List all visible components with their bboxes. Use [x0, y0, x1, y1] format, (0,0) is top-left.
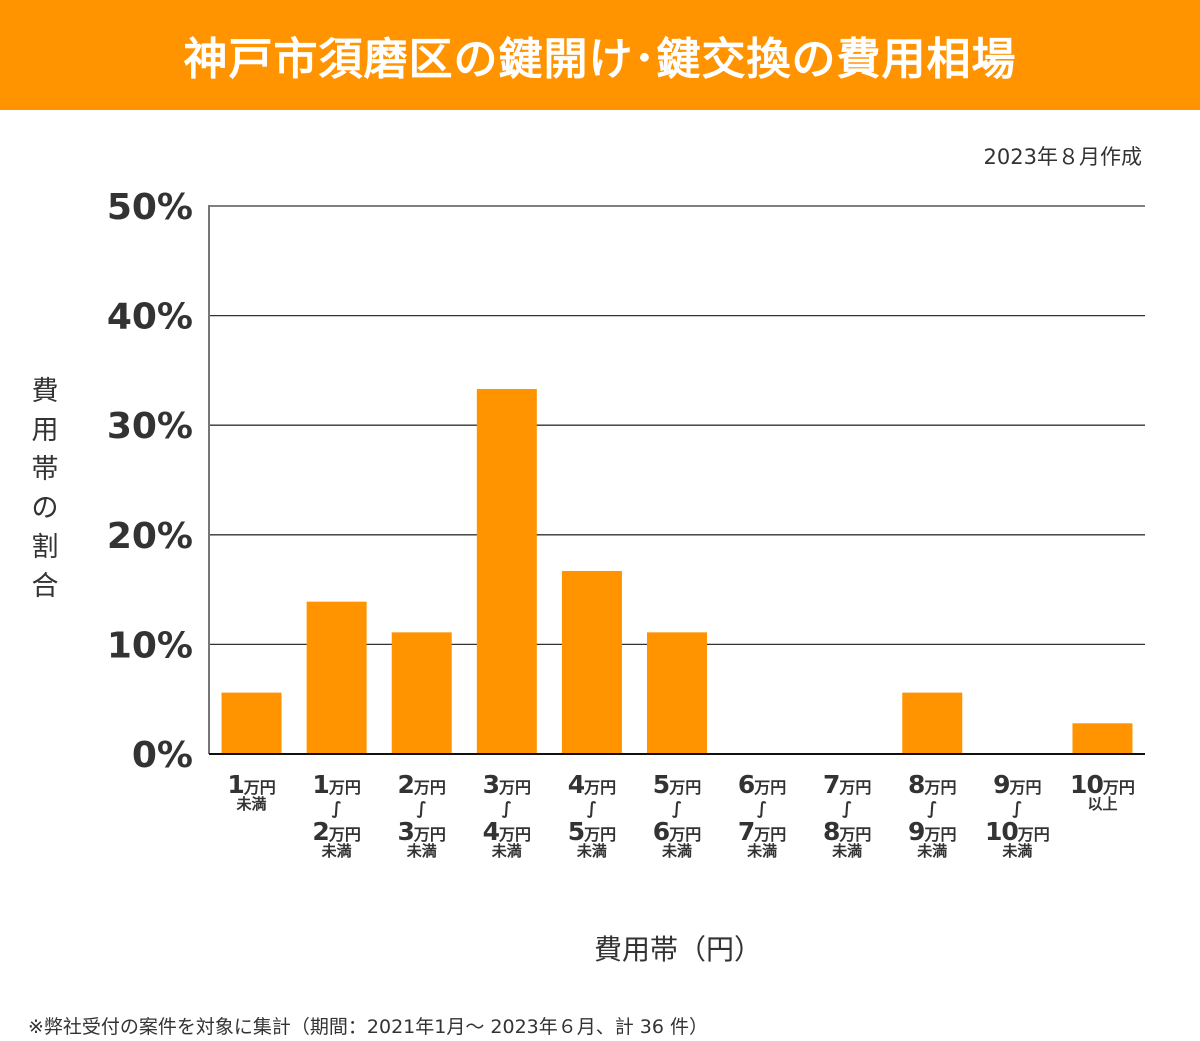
bar — [561, 570, 622, 754]
y-axis-label-char: 合 — [31, 571, 59, 602]
y-tick-label: 50% — [107, 187, 193, 228]
bar — [902, 692, 963, 754]
x-tick-label-amount: 8万円 — [908, 770, 956, 799]
x-tick-label-amount: 7万円 — [823, 770, 871, 799]
bar — [476, 389, 537, 754]
footnote: ※弊社受付の案件を対象に集計（期間：2021年1月～ 2023年６月、計 36 … — [28, 1016, 709, 1038]
y-tick-label: 30% — [107, 406, 193, 447]
x-tick-label-amount: 6万円 — [653, 817, 701, 846]
x-tick-label-qualifier: 未満 — [1001, 842, 1032, 860]
gridlines — [209, 205, 1145, 646]
axes — [208, 205, 1145, 755]
bar — [391, 632, 452, 754]
bar — [1072, 723, 1133, 754]
x-axis-label: 費用帯（円） — [593, 933, 762, 966]
x-tick-label-range-mark: ∫ — [842, 799, 852, 819]
x-tick-label-qualifier: 未満 — [321, 842, 352, 860]
bar — [647, 632, 707, 754]
y-axis-label-char: 用 — [31, 415, 59, 446]
x-tick-label-amount: 1万円 — [312, 770, 360, 799]
y-axis-label-char: 割 — [31, 532, 59, 563]
bar — [221, 692, 282, 754]
x-tick-label-range-mark: ∫ — [417, 799, 427, 819]
x-tick-label-amount: 2万円 — [312, 817, 360, 846]
y-axis-label-char: 帯 — [31, 454, 59, 485]
y-tick-label: 20% — [107, 516, 193, 557]
x-tick-label-amount: 10万円 — [985, 817, 1050, 846]
x-tick-label-range-mark: ∫ — [1012, 799, 1022, 819]
bar — [306, 601, 367, 754]
x-tick-label-qualifier: 未満 — [661, 842, 692, 860]
y-tick-label: 10% — [107, 625, 193, 666]
x-tick-label-range-mark: ∫ — [672, 799, 682, 819]
y-tick-label: 40% — [107, 297, 193, 338]
y-axis-label-char: 費 — [31, 376, 59, 407]
x-tick-label-qualifier: 未満 — [831, 842, 862, 860]
x-tick-label-amount: 6万円 — [738, 770, 786, 799]
x-tick-label-amount: 9万円 — [993, 770, 1041, 799]
x-tick-label-range-mark: ∫ — [927, 799, 937, 819]
y-axis-label: 費用帯の割合 — [28, 372, 62, 606]
x-tick-label-amount: 5万円 — [653, 770, 701, 799]
x-tick-label-range-mark: ∫ — [757, 799, 767, 819]
created-date-note: 2023年８月作成 — [983, 145, 1142, 169]
x-tick-label-amount: 4万円 — [568, 770, 616, 799]
x-tick-label-amount: 2万円 — [398, 770, 446, 799]
x-tick-label-qualifier: 未満 — [491, 842, 522, 860]
x-tick-label-qualifier: 未満 — [236, 795, 267, 813]
x-tick-label-qualifier: 未満 — [916, 842, 947, 860]
x-tick-label-amount: 4万円 — [483, 817, 531, 846]
x-tick-label-amount: 7万円 — [738, 817, 786, 846]
y-tick-labels: 0% 10% 20% 30% 40% 50% — [107, 187, 193, 776]
bars — [221, 389, 1133, 754]
chart-title-banner: 神戸市須磨区の鍵開け･鍵交換の費用相場 — [0, 0, 1200, 110]
x-tick-label-qualifier: 未満 — [746, 842, 777, 860]
x-tick-label-amount: 3万円 — [483, 770, 531, 799]
x-tick-label-amount: 1万円 — [227, 770, 275, 799]
x-tick-label-qualifier: 未満 — [406, 842, 437, 860]
x-tick-label-amount: 9万円 — [908, 817, 956, 846]
y-axis-label-char: の — [31, 493, 59, 524]
x-tick-label-range-mark: ∫ — [331, 799, 341, 819]
x-tick-labels: 1万円未満1万円∫2万円未満2万円∫3万円未満3万円∫4万円未満4万円∫5万円未… — [227, 770, 1135, 860]
x-tick-label-amount: 10万円 — [1070, 770, 1135, 799]
chart-title: 神戸市須磨区の鍵開け･鍵交換の費用相場 — [183, 34, 1017, 85]
x-tick-label-qualifier: 以上 — [1087, 795, 1117, 813]
x-tick-label-amount: 3万円 — [398, 817, 446, 846]
x-tick-label-range-mark: ∫ — [587, 799, 597, 819]
x-tick-label-qualifier: 未満 — [576, 842, 607, 860]
x-tick-label-amount: 8万円 — [823, 817, 871, 846]
y-tick-label: 0% — [132, 735, 193, 776]
x-tick-label-range-mark: ∫ — [502, 799, 512, 819]
x-tick-label-amount: 5万円 — [568, 817, 616, 846]
